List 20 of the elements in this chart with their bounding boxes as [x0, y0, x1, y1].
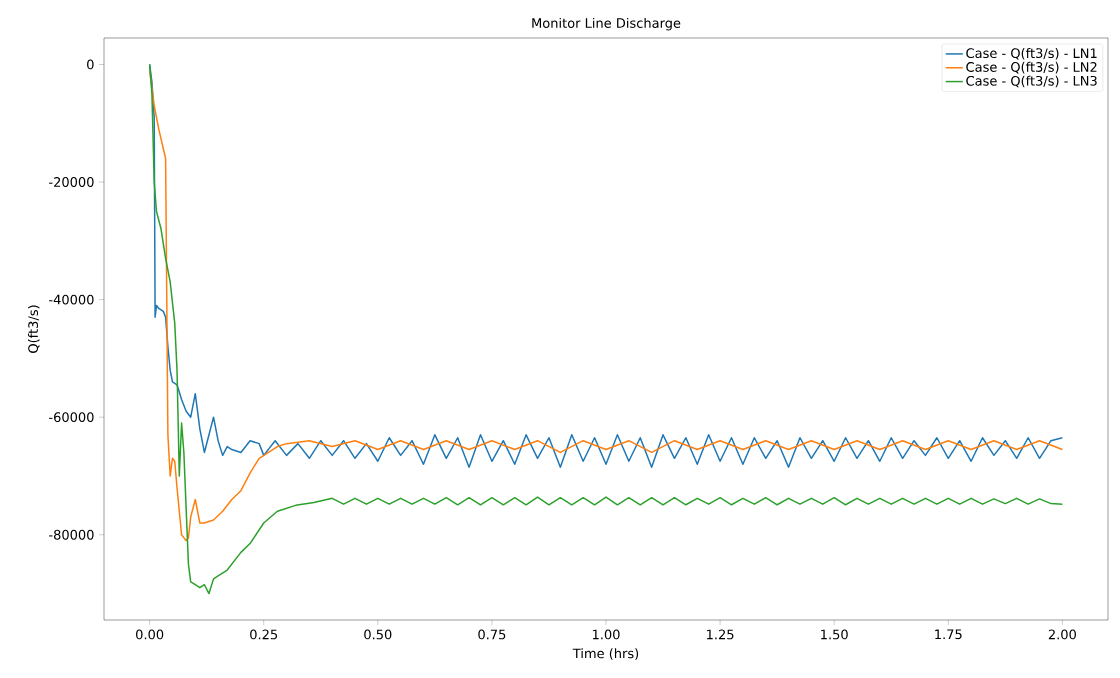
y-tick-label: -40000 — [49, 294, 94, 305]
chart-title: Monitor Line Discharge — [532, 17, 681, 31]
y-axis-title: Q(ft3/s) — [27, 305, 40, 353]
y-tick-label: 0 — [87, 59, 94, 70]
y-tick-label: -60000 — [49, 412, 94, 423]
legend-label: Case - Q(ft3/s) - LN3 — [966, 75, 1097, 88]
x-tick-label: 1.25 — [707, 629, 734, 640]
x-tick-label: 0.75 — [478, 629, 506, 640]
y-tick-label: -20000 — [49, 177, 94, 187]
x-tick-label: 1.50 — [821, 629, 848, 640]
x-tick-label: 1.75 — [935, 629, 962, 640]
x-tick-label: 1.00 — [592, 629, 620, 640]
x-tick-label: 0.50 — [364, 629, 392, 640]
x-axis-title: Time (hrs) — [572, 648, 639, 660]
x-tick-label: 0.00 — [136, 629, 164, 640]
x-tick-label: 2.00 — [1048, 629, 1076, 640]
y-tick-label: -80000 — [49, 529, 94, 540]
legend-label: Case - Q(ft3/s) - LN2 — [966, 61, 1097, 74]
x-tick-label: 0.25 — [250, 629, 278, 640]
legend-label: Case - Q(ft3/s) - LN1 — [966, 48, 1097, 60]
